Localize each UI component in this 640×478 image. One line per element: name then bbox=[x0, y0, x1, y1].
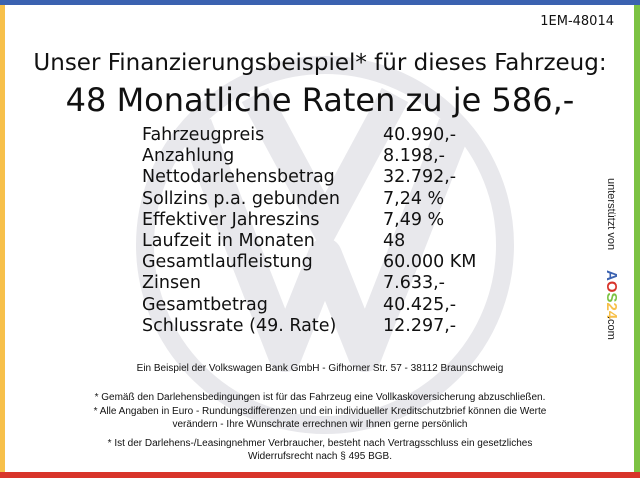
table-row: Gesamtbetrag 40.425,- bbox=[142, 294, 456, 316]
table-row: Effektiver Jahreszins 7,49 % bbox=[142, 209, 444, 231]
credit-suffix: .com bbox=[605, 316, 617, 340]
row-value: 48 bbox=[383, 230, 406, 251]
footnote-3a: * Ist der Darlehens-/Leasingnehmer Verbr… bbox=[107, 438, 533, 449]
vw-logo-watermark-icon bbox=[136, 56, 514, 434]
row-value: 7.633,- bbox=[383, 273, 445, 294]
footnote-2b: verändern - Ihre Wunschrate errechnen wi… bbox=[172, 419, 468, 430]
row-value: 7,24 % bbox=[383, 188, 445, 209]
row-label: Sollzins p.a. gebunden bbox=[142, 188, 341, 209]
row-label: Schlussrate (49. Rate) bbox=[142, 315, 337, 336]
table-row: Nettodarlehensbetrag 32.792,- bbox=[142, 167, 456, 188]
aos24-logo: AOS24 bbox=[603, 270, 620, 320]
row-value: 40.990,- bbox=[383, 125, 457, 145]
row-value: 32.792,- bbox=[383, 167, 457, 188]
row-label: Laufzeit in Monaten bbox=[142, 230, 315, 251]
top-border bbox=[0, 0, 640, 5]
row-value: 12.297,- bbox=[383, 315, 457, 336]
row-label: Fahrzeugpreis bbox=[142, 125, 265, 145]
table-row: Schlussrate (49. Rate) 12.297,- bbox=[142, 315, 456, 337]
row-label: Gesamtbetrag bbox=[142, 294, 268, 315]
row-label: Zinsen bbox=[142, 273, 201, 294]
footnote-1: * Gemäß den Darlehensbedingungen ist für… bbox=[94, 392, 546, 403]
left-border bbox=[0, 5, 5, 472]
offer-code: 1EM-48014 bbox=[540, 14, 614, 29]
table-row: Sollzins p.a. gebunden 7,24 % bbox=[142, 188, 444, 210]
row-value: 60.000 KM bbox=[383, 252, 477, 273]
table-row: Zinsen 7.633,- bbox=[142, 273, 445, 294]
credit-prefix: unterstützt von bbox=[605, 178, 617, 250]
row-label: Nettodarlehensbetrag bbox=[142, 167, 335, 188]
right-border bbox=[634, 5, 640, 472]
row-label: Anzahlung bbox=[142, 146, 235, 167]
row-label: Gesamtlaufleistung bbox=[142, 252, 313, 273]
finance-table: Fahrzeugpreis 40.990,- Anzahlung 8.198,- Net… bbox=[142, 125, 476, 337]
footnote-3b: Widerrufsrecht nach § 495 BGB. bbox=[248, 451, 392, 462]
aos24-credit: unterstützt von AOS24 .com bbox=[603, 178, 620, 340]
row-value: 8.198,- bbox=[383, 146, 445, 167]
bank-info: Ein Beispiel der Volkswagen Bank GmbH - … bbox=[136, 363, 504, 374]
table-row: Fahrzeugpreis 40.990,- bbox=[142, 125, 456, 146]
table-row: Anzahlung 8.198,- bbox=[142, 146, 445, 167]
row-value: 7,49 % bbox=[383, 209, 445, 230]
title-line-2: 48 Monatliche Raten zu je 586,- bbox=[65, 81, 575, 119]
footnote-2a: * Alle Angaben in Euro - Rundungsdiffere… bbox=[93, 406, 547, 417]
title-line-1: Unser Finanzierungsbeispiel* für dieses … bbox=[33, 50, 607, 76]
table-row: Gesamtlaufleistung 60.000 KM bbox=[142, 252, 476, 273]
row-value: 40.425,- bbox=[383, 294, 457, 315]
table-row: Laufzeit in Monaten 48 bbox=[142, 230, 405, 252]
bottom-border bbox=[0, 472, 640, 478]
row-label: Effektiver Jahreszins bbox=[142, 209, 320, 230]
